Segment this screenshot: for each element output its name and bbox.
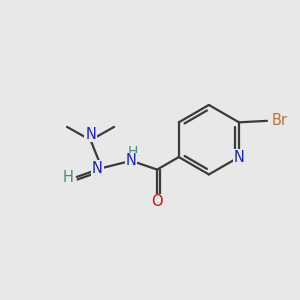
Text: N: N xyxy=(126,153,137,168)
Text: N: N xyxy=(233,150,244,165)
Text: H: H xyxy=(128,145,138,159)
Text: N: N xyxy=(85,127,96,142)
Text: N: N xyxy=(92,160,103,175)
Text: O: O xyxy=(151,194,163,209)
Text: H: H xyxy=(62,170,73,185)
Text: Br: Br xyxy=(271,113,287,128)
